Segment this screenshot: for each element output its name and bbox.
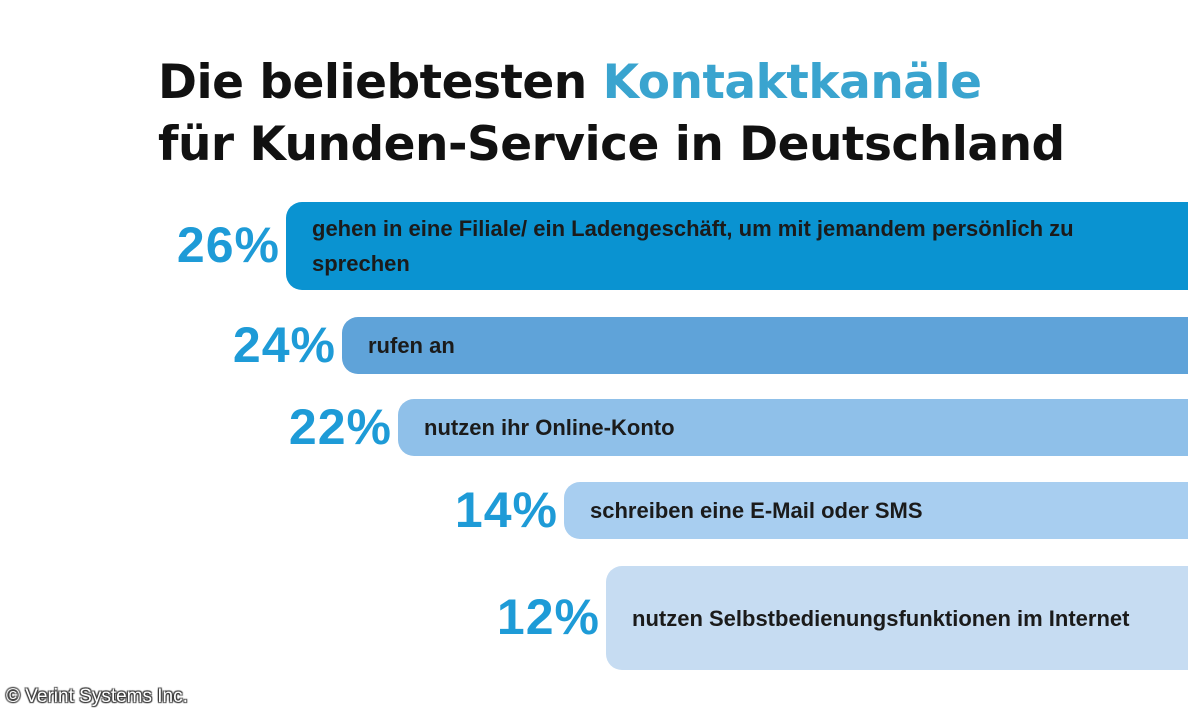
copyright-notice: © Verint Systems Inc. (6, 686, 188, 707)
bar-4: schreiben eine E-Mail oder SMS (564, 482, 1188, 539)
bar-label-3: nutzen ihr Online-Konto (424, 415, 675, 440)
bar-3: nutzen ihr Online-Konto (398, 399, 1188, 456)
bar-5: nutzen Selbstbedienungsfunktionen im Int… (606, 566, 1188, 670)
chart-title: Die beliebtesten Kontaktkanäle für Kunde… (158, 52, 1065, 176)
title-prefix: Die beliebtesten (158, 55, 587, 110)
title-line-2: für Kunden-Service in Deutschland (158, 117, 1065, 172)
bar-2: rufen an (342, 317, 1188, 374)
title-accent: Kontaktkanäle (602, 55, 982, 110)
percent-label-2: 24% (232, 316, 336, 373)
percent-label-3: 22% (288, 398, 392, 455)
bar-label-5: nutzen Selbstbedienungsfunktionen im Int… (632, 605, 1130, 631)
percent-label-4: 14% (454, 481, 558, 538)
bar-label-2: rufen an (368, 333, 455, 358)
bar-1: gehen in eine Filiale/ ein Ladengeschäft… (286, 202, 1188, 290)
title-line-1: Die beliebtesten Kontaktkanäle (158, 52, 1065, 114)
bar-label-1: gehen in eine Filiale/ ein Ladengeschäft… (312, 216, 1074, 276)
bar-label-4: schreiben eine E-Mail oder SMS (590, 498, 923, 523)
percent-label-1: 26% (176, 217, 280, 273)
percent-label-5: 12% (496, 589, 600, 645)
